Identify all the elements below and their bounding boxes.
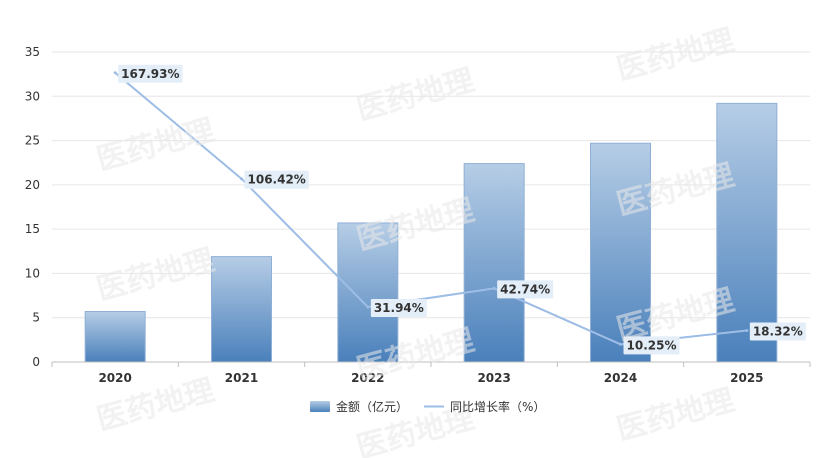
watermark-text: 医药地理	[353, 193, 478, 258]
watermark-text: 医药地理	[93, 113, 218, 178]
data-label-background	[244, 170, 309, 189]
bar-2025[interactable]	[716, 102, 778, 363]
data-label-background	[749, 322, 806, 341]
growth-data-label: 31.94%	[370, 298, 427, 317]
bar-2023[interactable]	[463, 163, 525, 363]
data-label-background	[118, 64, 183, 83]
growth-data-label: 167.93%	[118, 64, 183, 83]
legend: 金额（亿元） 同比增长率（%）	[310, 399, 545, 414]
y-tick-label: 30	[25, 89, 40, 103]
growth-data-label: 106.42%	[244, 170, 309, 189]
bar-2021[interactable]	[211, 256, 272, 363]
y-tick-label: 5	[32, 311, 40, 325]
bar-2022[interactable]	[337, 222, 399, 363]
growth-data-label: 18.32%	[749, 322, 806, 341]
data-label-text: 42.74%	[500, 282, 550, 296]
bar-2020[interactable]	[84, 311, 146, 363]
y-tick-label: 35	[25, 45, 40, 59]
growth-point-2025[interactable]	[745, 328, 749, 332]
y-tick-label: 25	[25, 134, 40, 148]
y-tick-label: 0	[32, 355, 40, 369]
growth-point-2021[interactable]	[240, 177, 243, 181]
data-label-background	[370, 298, 427, 317]
growth-point-2022[interactable]	[366, 305, 370, 309]
growth-point-2024[interactable]	[619, 342, 622, 346]
bar-series	[84, 102, 778, 363]
legend-label-amount: 金额（亿元）	[336, 399, 408, 414]
bar-2024[interactable]	[590, 142, 651, 363]
legend-label-growth: 同比增长率（%）	[450, 399, 545, 414]
growth-data-label: 10.25%	[623, 336, 680, 355]
data-label-text: 167.93%	[121, 67, 179, 81]
watermark-text: 医药地理	[613, 383, 738, 448]
gridlines	[52, 51, 810, 319]
data-label-background	[497, 280, 554, 299]
y-tick-label: 10	[25, 266, 40, 280]
x-tick-label: 2021	[225, 371, 258, 385]
data-label-text: 106.42%	[248, 173, 306, 187]
data-label-text: 10.25%	[627, 338, 677, 352]
legend-bar-swatch	[310, 401, 330, 412]
legend-item-growth[interactable]: 同比增长率（%）	[424, 399, 545, 414]
legend-item-amount[interactable]: 金额（亿元）	[310, 399, 408, 414]
x-tick-label: 2020	[98, 371, 131, 385]
watermark-text: 医药地理	[93, 243, 218, 308]
x-tick-label: 2025	[730, 371, 763, 385]
y-axis: 0 5 10 15 20 25 30 35	[25, 45, 40, 369]
x-tick-label: 2022	[351, 371, 384, 385]
growth-point-2023[interactable]	[492, 286, 496, 290]
watermark-text: 医药地理	[353, 63, 478, 128]
data-labels: 167.93% 106.42% 31.94% 42.74% 10.25% 18.32%	[118, 64, 806, 355]
growth-point-2020[interactable]	[113, 71, 117, 75]
x-axis: 2020 2021 2022 2023 2024 2025	[51, 361, 811, 385]
watermark-text: 医药地理	[613, 23, 738, 88]
data-label-text: 31.94%	[374, 301, 424, 315]
y-tick-label: 20	[25, 178, 40, 192]
x-tick-label: 2024	[604, 371, 637, 385]
x-tick-label: 2023	[477, 371, 510, 385]
data-label-text: 18.32%	[753, 324, 803, 338]
data-label-background	[623, 336, 680, 355]
y-tick-label: 15	[25, 222, 40, 236]
growth-data-label: 42.74%	[497, 280, 554, 299]
